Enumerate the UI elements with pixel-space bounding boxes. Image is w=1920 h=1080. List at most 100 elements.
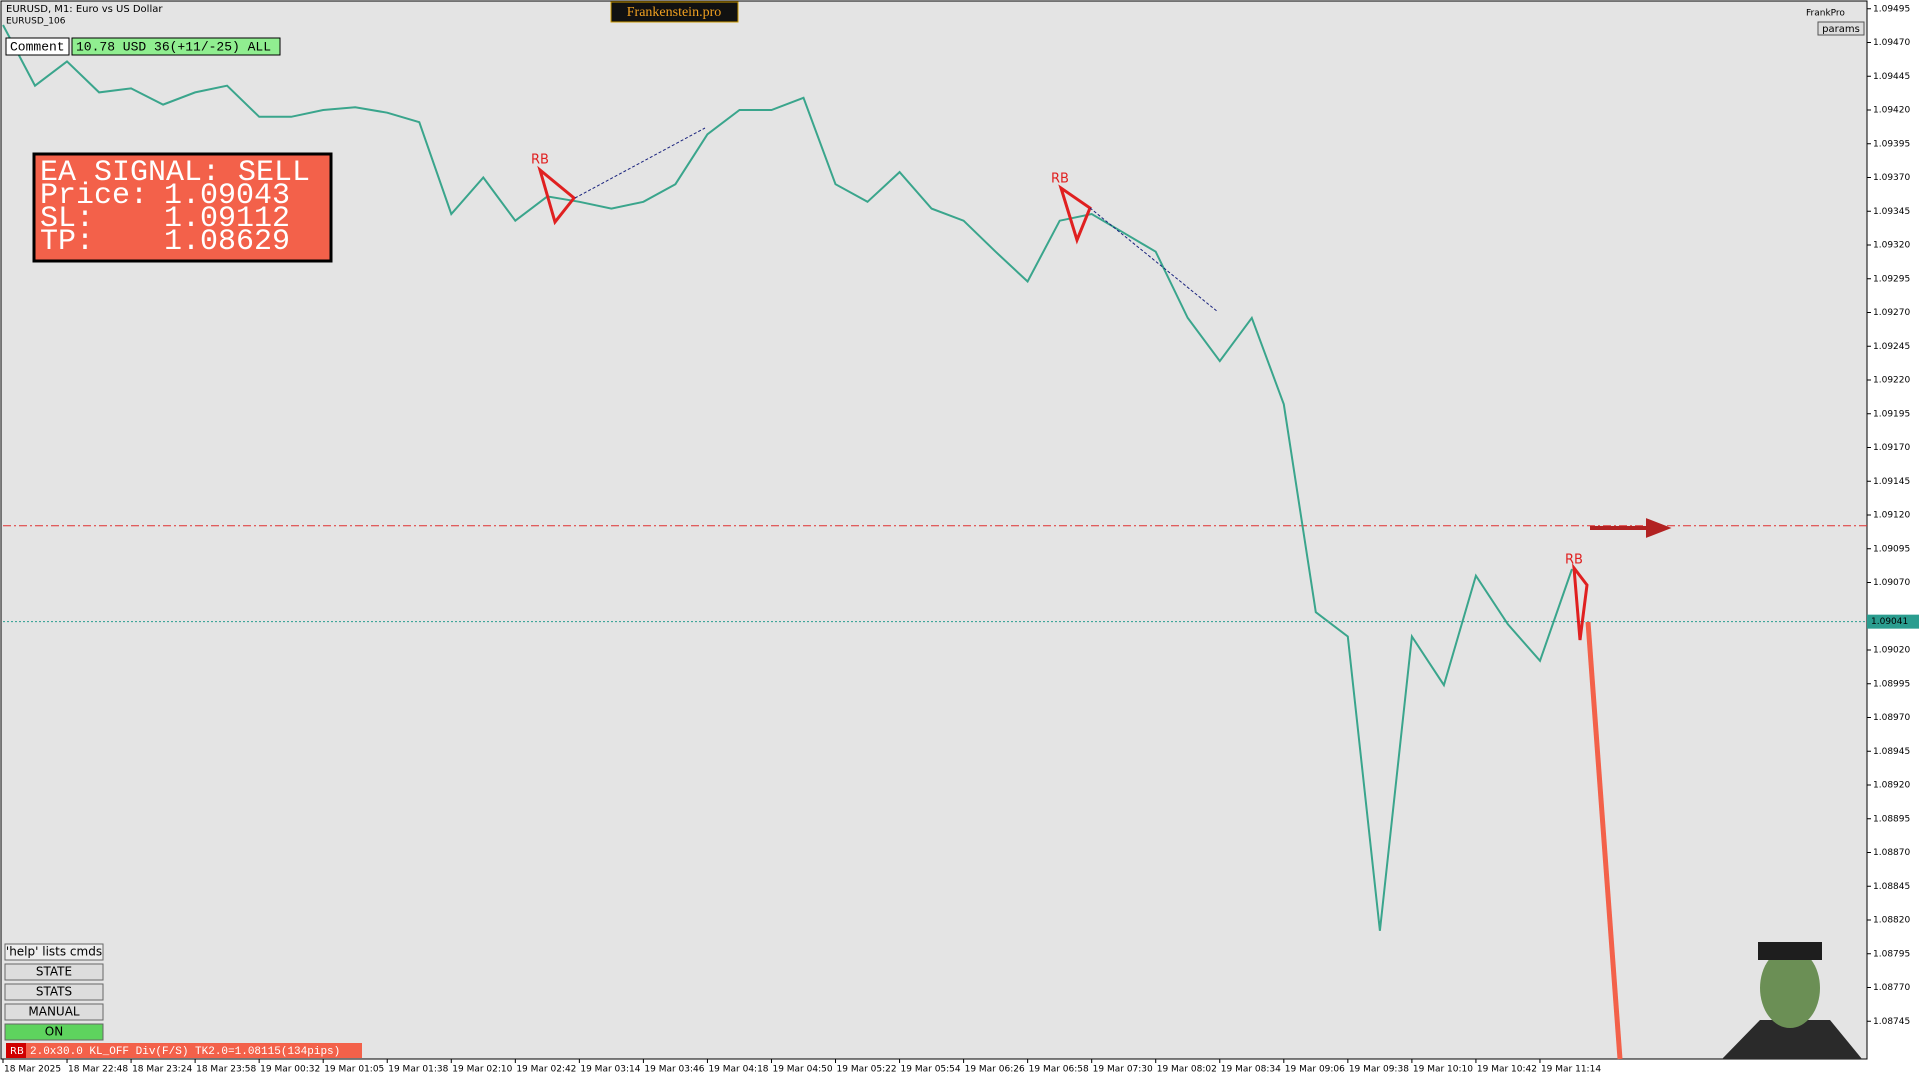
y-tick-label: 1.09495	[1873, 4, 1910, 14]
signal-sl: 1.09112	[164, 202, 290, 236]
y-tick-label: 1.09170	[1873, 443, 1910, 453]
x-tick-label: 19 Mar 10:42	[1477, 1065, 1537, 1075]
brand: Frankenstein.pro	[627, 5, 721, 20]
button-label[interactable]: STATS	[36, 985, 72, 999]
y-tick-label: 1.09270	[1873, 308, 1910, 318]
y-tick-label: 1.09145	[1873, 477, 1910, 487]
x-tick-label: 18 Mar 22:48	[68, 1065, 128, 1075]
button-label[interactable]: ON	[45, 1025, 63, 1039]
y-tick-label: 1.09095	[1873, 544, 1910, 554]
status-tag-box	[6, 1043, 26, 1058]
y-tick-label: 1.08895	[1873, 814, 1910, 824]
projection-lines	[574, 127, 1219, 313]
x-tick-label: 19 Mar 10:10	[1413, 1065, 1473, 1075]
forecast-arrow	[1585, 621, 1623, 1060]
y-tick-label: 1.08795	[1873, 949, 1910, 959]
x-tick-label: 19 Mar 07:30	[1093, 1065, 1153, 1075]
y-tick-label: 1.09070	[1873, 578, 1910, 588]
x-tick-label: 19 Mar 09:06	[1285, 1065, 1345, 1075]
pattern-triangle	[1058, 184, 1092, 245]
button-label[interactable]: MANUAL	[28, 1005, 80, 1019]
comment-label: Comment	[10, 39, 65, 54]
x-tick-label: 19 Mar 05:54	[901, 1065, 961, 1075]
y-tick-label: 1.08945	[1873, 747, 1910, 757]
mascot-face	[1760, 948, 1820, 1028]
x-tick-label: 18 Mar 23:24	[132, 1065, 192, 1075]
y-tick-label: 1.09345	[1873, 207, 1910, 217]
price-layer: 1.09041	[2, 24, 1919, 931]
x-tick-label: 19 Mar 11:14	[1541, 1065, 1601, 1075]
signal-price: 1.09043	[164, 179, 290, 213]
status-text: 2.0x30.0 KL_OFF Div(F/S) TK2.0=1.08115(1…	[30, 1046, 340, 1058]
signal-box	[32, 152, 333, 263]
y-tick-label: 1.09370	[1873, 173, 1910, 183]
x-tick-label: 19 Mar 01:05	[324, 1065, 384, 1075]
stats-button[interactable]	[4, 983, 104, 1001]
projection	[1089, 207, 1219, 313]
x-tick-label: 19 Mar 06:26	[965, 1065, 1025, 1075]
state-button[interactable]	[4, 963, 104, 981]
x-tick-label: 19 Mar 00:32	[260, 1065, 320, 1075]
mascot-hair	[1758, 942, 1822, 960]
x-tick-label: 18 Mar 2025	[4, 1065, 61, 1075]
y-tick-label: 1.09220	[1873, 376, 1910, 386]
x-tick-label: 19 Mar 06:58	[1029, 1065, 1089, 1075]
price-line-series	[2, 24, 1573, 931]
y-tick-label: 1.09420	[1873, 106, 1910, 116]
pattern-triangle	[537, 165, 577, 226]
mascot-body	[1722, 1020, 1862, 1059]
grid: 1.08745 1.08770 1.08795 1.08820 1.08845 1.088…	[2, 4, 1910, 1075]
symbol: EURUSD, M1: Euro vs US Dollar	[6, 4, 163, 15]
pattern-shapes	[537, 165, 1589, 641]
y-tick-label: 1.09395	[1873, 139, 1910, 149]
x-tick-label: 19 Mar 03:14	[580, 1065, 640, 1075]
y-tick-label: 1.09470	[1873, 38, 1910, 48]
x-tick-label: 19 Mar 02:10	[452, 1065, 512, 1075]
button-label[interactable]: STATE	[36, 965, 72, 979]
user: FrankPro	[1806, 9, 1845, 19]
x-tick-label: 19 Mar 05:22	[837, 1065, 897, 1075]
price-tag-label: 1.09041	[1871, 617, 1908, 627]
x-tick-label: 19 Mar 01:38	[388, 1065, 448, 1075]
y-tick-label: 1.08995	[1873, 679, 1910, 689]
y-tick-label: 1.09195	[1873, 409, 1910, 419]
status-tag: RB	[10, 1046, 24, 1057]
x-tick-label: 19 Mar 02:42	[516, 1065, 576, 1075]
y-tick-label: 1.08770	[1873, 983, 1910, 993]
y-tick-label: 1.09120	[1873, 511, 1910, 521]
params-button[interactable]	[1817, 21, 1865, 36]
help-button[interactable]	[4, 943, 104, 961]
x-tick-label: 18 Mar 23:58	[196, 1065, 256, 1075]
signal-text: EA SIGNAL: SELL Price: 1.09043 SL: 1.091…	[40, 156, 310, 259]
mascot	[1722, 942, 1862, 1059]
y-tick-label: 1.09245	[1873, 342, 1910, 352]
params-label[interactable]: params	[1822, 24, 1860, 35]
manual-button[interactable]	[4, 1003, 104, 1021]
y-tick-label: 1.08820	[1873, 916, 1910, 926]
x-tick-label: 19 Mar 08:02	[1157, 1065, 1217, 1075]
comment-value-box	[71, 37, 281, 56]
x-tick-label: 19 Mar 03:46	[644, 1065, 704, 1075]
pattern-label: RB	[531, 153, 549, 168]
pattern-triangle	[1572, 563, 1589, 641]
y-tick-label: 1.09445	[1873, 72, 1910, 82]
y-tick-label: 1.08745	[1873, 1017, 1910, 1027]
signal-price-label: Price:	[40, 179, 148, 213]
signal-sl-label: SL:	[40, 202, 94, 236]
y-tick-label: 1.09320	[1873, 241, 1910, 251]
x-tick-label: 19 Mar 09:38	[1349, 1065, 1409, 1075]
comment-text: 10.78 USD 36(+11/-25) ALL	[76, 39, 271, 54]
y-tick-label: 1.09295	[1873, 274, 1910, 284]
y-tick-label: 1.08870	[1873, 848, 1910, 858]
on-button[interactable]	[4, 1023, 104, 1041]
y-tick-label: 1.09020	[1873, 646, 1910, 656]
pattern-label: RB	[1565, 553, 1583, 568]
x-tick-label: 19 Mar 08:34	[1221, 1065, 1281, 1075]
price-tag	[1867, 614, 1919, 629]
comment-box	[5, 37, 70, 56]
button-panel: 'help' lists cmds STATE STATS MANUAL ON	[4, 943, 104, 1041]
y-tick-label: 1.08970	[1873, 713, 1910, 723]
button-label[interactable]: 'help' lists cmds	[6, 945, 102, 959]
